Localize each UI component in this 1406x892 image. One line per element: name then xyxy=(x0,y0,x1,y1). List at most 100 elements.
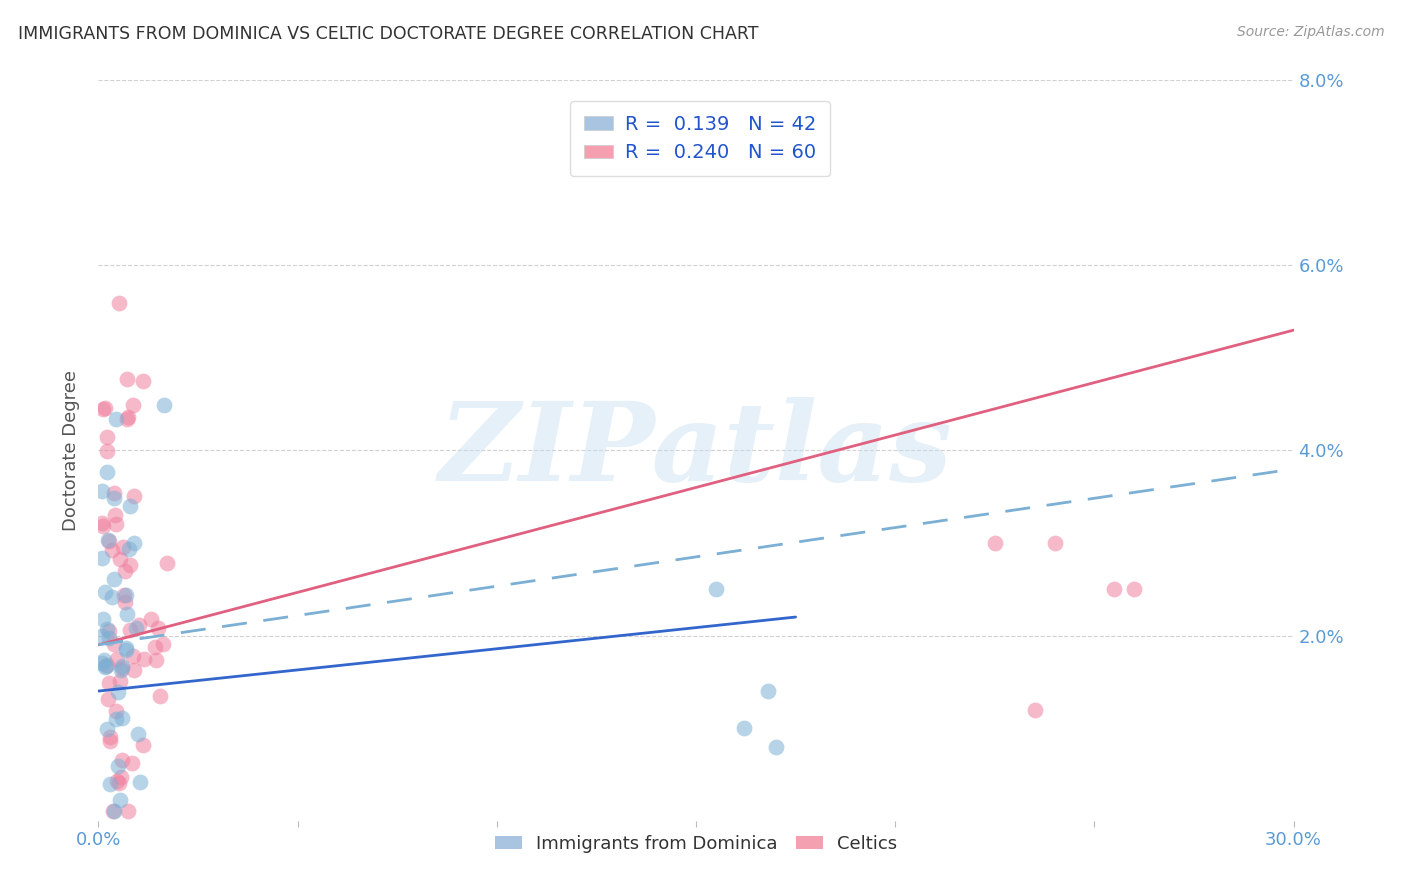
Point xyxy=(91,657,114,671)
Point xyxy=(1043,536,1066,550)
Y-axis label: Doctorate Degree: Doctorate Degree xyxy=(62,370,80,531)
Point xyxy=(96,623,118,637)
Legend: Immigrants from Dominica, Celtics: Immigrants from Dominica, Celtics xyxy=(488,827,904,860)
Point xyxy=(108,776,131,790)
Point xyxy=(96,444,118,458)
Point xyxy=(120,499,142,513)
Point xyxy=(152,637,174,651)
Point xyxy=(128,774,150,789)
Point xyxy=(131,374,153,388)
Point xyxy=(118,558,141,572)
Point xyxy=(984,536,1007,550)
Point xyxy=(149,689,172,703)
Point xyxy=(94,401,117,416)
Point xyxy=(127,726,149,740)
Point xyxy=(96,430,118,444)
Point xyxy=(98,776,121,790)
Point xyxy=(117,410,139,425)
Point xyxy=(91,516,114,530)
Point xyxy=(122,649,145,664)
Point xyxy=(117,542,139,557)
Point xyxy=(103,572,125,586)
Point xyxy=(132,738,155,752)
Point xyxy=(1024,703,1046,717)
Point xyxy=(110,771,132,785)
Point xyxy=(111,753,134,767)
Point xyxy=(108,552,131,566)
Point xyxy=(97,675,120,690)
Point xyxy=(122,490,145,504)
Point xyxy=(96,466,118,480)
Point xyxy=(114,595,136,609)
Point xyxy=(117,805,139,819)
Text: Source: ZipAtlas.com: Source: ZipAtlas.com xyxy=(1237,25,1385,39)
Point xyxy=(111,661,134,675)
Point xyxy=(103,491,125,505)
Point xyxy=(91,612,114,626)
Point xyxy=(733,721,755,735)
Text: IMMIGRANTS FROM DOMINICA VS CELTIC DOCTORATE DEGREE CORRELATION CHART: IMMIGRANTS FROM DOMINICA VS CELTIC DOCTO… xyxy=(18,25,759,43)
Point xyxy=(91,550,114,565)
Point xyxy=(93,519,115,533)
Point xyxy=(96,723,118,737)
Point xyxy=(108,793,131,807)
Point xyxy=(101,542,124,557)
Point xyxy=(108,673,131,688)
Point xyxy=(105,712,128,726)
Point xyxy=(105,412,128,426)
Point xyxy=(111,658,134,673)
Point xyxy=(98,733,121,747)
Text: ZIPatlas: ZIPatlas xyxy=(439,397,953,504)
Point xyxy=(94,585,117,599)
Point xyxy=(104,508,127,522)
Point xyxy=(111,710,134,724)
Point xyxy=(103,805,125,819)
Point xyxy=(146,621,169,635)
Point xyxy=(93,653,115,667)
Point xyxy=(756,684,779,698)
Point xyxy=(153,398,176,412)
Point xyxy=(103,637,125,651)
Point xyxy=(114,564,136,578)
Point xyxy=(105,651,128,665)
Point xyxy=(100,730,122,744)
Point xyxy=(1104,582,1126,597)
Point xyxy=(104,517,127,532)
Point xyxy=(97,533,120,547)
Point xyxy=(111,541,134,555)
Point xyxy=(132,651,155,665)
Point xyxy=(122,398,145,412)
Point xyxy=(128,617,150,632)
Point xyxy=(143,640,166,654)
Point xyxy=(141,612,163,626)
Point xyxy=(91,483,114,498)
Point xyxy=(156,556,179,570)
Point xyxy=(145,653,167,667)
Point xyxy=(107,296,129,310)
Point xyxy=(124,536,146,550)
Point xyxy=(97,631,120,645)
Point xyxy=(96,657,118,672)
Point xyxy=(107,759,129,773)
Point xyxy=(1123,582,1146,597)
Point xyxy=(98,624,121,638)
Point xyxy=(120,623,142,637)
Point xyxy=(115,643,138,657)
Point xyxy=(124,663,146,677)
Point xyxy=(101,805,124,819)
Point xyxy=(765,739,787,754)
Point xyxy=(107,684,129,698)
Point xyxy=(115,412,138,426)
Point xyxy=(112,588,135,602)
Point xyxy=(98,533,121,548)
Point xyxy=(94,660,117,674)
Point xyxy=(115,641,138,656)
Point xyxy=(125,621,148,635)
Point xyxy=(115,588,138,602)
Point xyxy=(107,773,129,788)
Point xyxy=(110,663,132,677)
Point xyxy=(93,402,115,417)
Point xyxy=(117,371,139,385)
Point xyxy=(96,692,118,706)
Point xyxy=(103,486,125,500)
